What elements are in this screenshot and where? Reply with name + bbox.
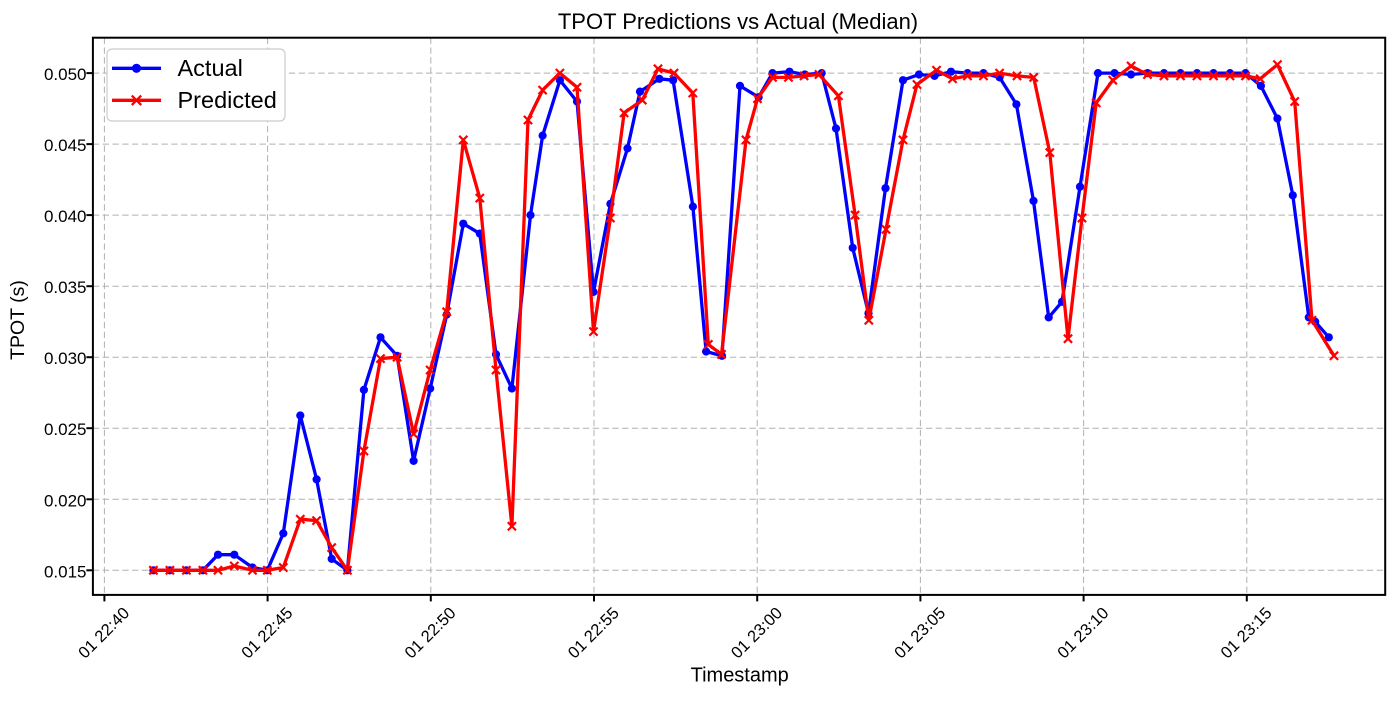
svg-text:Predicted: Predicted [178,87,277,113]
svg-text:0.045: 0.045 [44,136,87,155]
svg-text:0.035: 0.035 [44,278,87,297]
svg-text:0.040: 0.040 [44,207,87,226]
svg-text:0.015: 0.015 [44,562,87,581]
svg-text:0.025: 0.025 [44,420,87,439]
svg-text:TPOT (s): TPOT (s) [7,280,29,360]
svg-text:0.020: 0.020 [44,491,87,510]
svg-text:0.030: 0.030 [44,349,87,368]
svg-text:Timestamp: Timestamp [691,665,789,687]
svg-text:Actual: Actual [178,55,243,81]
svg-text:0.050: 0.050 [44,65,87,84]
svg-text:TPOT Predictions vs Actual (Me: TPOT Predictions vs Actual (Median) [558,9,918,34]
